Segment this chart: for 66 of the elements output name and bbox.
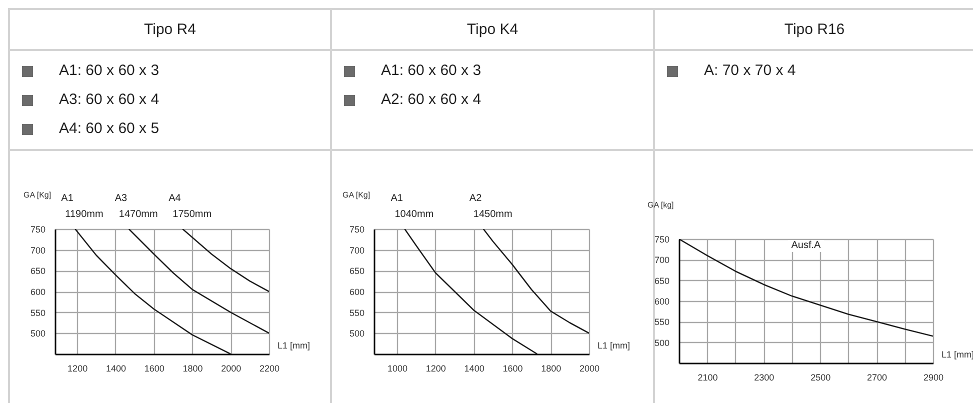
chart-subtitle: Ausf.A: [788, 240, 824, 252]
text: A4: [168, 193, 182, 204]
line-series: [404, 229, 538, 354]
y-axis-title: GA [Kg]: [342, 190, 370, 200]
y-tick-label: 550: [654, 317, 670, 328]
text: A2: 60 x 60 x 4: [381, 91, 482, 109]
x-axis-title: L1 [mm]: [598, 340, 630, 350]
x-tick-label: 1600: [502, 364, 523, 374]
text: A1: [390, 193, 404, 204]
text: A1: 60 x 60 x 3: [59, 62, 160, 80]
chart-title: Tipo R4: [143, 20, 197, 40]
x-tick-label: 2000: [579, 364, 600, 374]
y-tick-label: 600: [30, 287, 46, 297]
x-tick-label: 1200: [68, 364, 88, 374]
y-axis-title: GA [Kg]: [24, 190, 52, 200]
annotation: 1470mm: [118, 209, 158, 220]
text: A3: 60 x 60 x 4: [59, 91, 160, 109]
x-tick-label: 2300: [754, 372, 774, 382]
chart-title: Tipo R16: [783, 20, 846, 40]
y-tick-label: 700: [654, 255, 670, 266]
y-tick-label: 700: [30, 245, 46, 256]
x-axis-title: L1 [mm]: [278, 340, 310, 350]
y-tick-label: 750: [349, 224, 364, 234]
text: A1: [61, 193, 74, 204]
x-tick-label: 2000: [221, 364, 242, 374]
y-tick-label: 500: [349, 328, 364, 339]
x-tick-label: 1600: [144, 364, 164, 374]
y-tick-label: 550: [30, 308, 46, 318]
x-tick-label: 2100: [698, 372, 718, 382]
line-series: [74, 229, 232, 354]
annotation: 1040mm: [394, 209, 434, 220]
x-tick-label: 2900: [923, 372, 944, 382]
x-tick-label: 1400: [464, 364, 484, 374]
y-tick-label: 600: [654, 296, 670, 306]
line-series: [482, 229, 589, 334]
x-tick-label: 2700: [867, 372, 888, 382]
x-tick-label: 1400: [106, 364, 126, 374]
annotation: 1750mm: [172, 209, 212, 220]
y-tick-label: 500: [654, 338, 670, 348]
x-tick-label: 1000: [388, 364, 408, 374]
y-tick-label: 650: [30, 266, 46, 276]
y-tick-label: 650: [654, 276, 670, 286]
y-tick-label: 750: [30, 224, 46, 234]
line-series: [182, 229, 269, 292]
x-axis-title: L1 [mm]: [942, 350, 973, 360]
x-tick-label: 1800: [182, 364, 203, 374]
y-tick-label: 750: [654, 234, 670, 244]
annotation: 1450mm: [473, 209, 512, 220]
line-series: [128, 229, 269, 334]
y-axis-title: GA [kg]: [648, 200, 674, 210]
x-tick-label: 1200: [426, 364, 446, 374]
y-tick-label: 550: [349, 308, 364, 318]
y-tick-label: 600: [349, 287, 364, 297]
x-tick-label: 1800: [541, 364, 562, 374]
chart-title: Tipo K4: [466, 20, 520, 40]
annotation: 1190mm: [65, 209, 104, 220]
y-tick-label: 650: [349, 266, 364, 276]
text: A4: 60 x 60 x 5: [59, 120, 160, 138]
y-tick-label: 500: [30, 328, 46, 339]
y-tick-label: 700: [349, 245, 364, 256]
text: A2: [469, 193, 482, 204]
text: A: 70 x 70 x 4: [704, 62, 796, 80]
text: A1: 60 x 60 x 3: [381, 62, 482, 80]
x-tick-label: 2200: [259, 364, 280, 374]
text: A3: [114, 193, 128, 204]
x-tick-label: 2500: [810, 372, 831, 382]
